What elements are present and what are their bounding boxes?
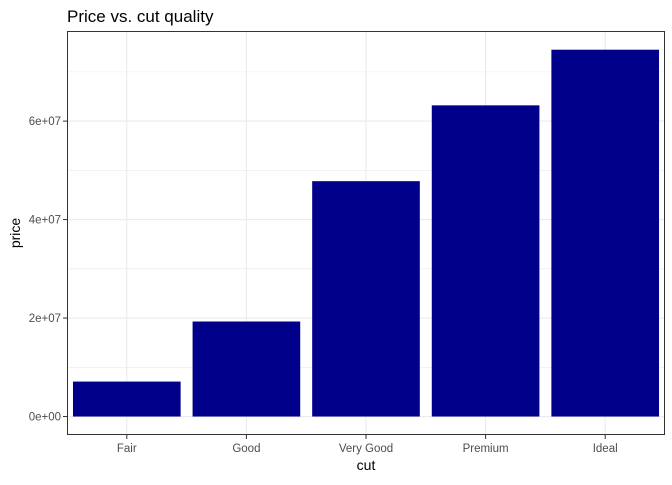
y-tick-label: 0e+00	[29, 412, 61, 424]
x-tick-label: Very Good	[339, 443, 393, 455]
y-tick-label: 4e+07	[29, 215, 61, 227]
y-tick-label: 6e+07	[29, 116, 61, 128]
x-tick-label: Premium	[463, 443, 509, 455]
chart-title: Price vs. cut quality	[67, 7, 214, 26]
bar-ideal	[551, 49, 660, 417]
bar-premium	[431, 105, 540, 417]
x-tick-label: Good	[232, 443, 260, 455]
bar-good	[192, 321, 301, 417]
y-tick-label: 2e+07	[29, 313, 61, 325]
x-axis: Fair Good Very Good Premium Ideal	[117, 435, 618, 455]
x-tick-label: Fair	[117, 443, 137, 455]
y-axis-title: price	[7, 218, 23, 249]
bar-fair	[72, 381, 181, 417]
panel-border	[67, 31, 665, 435]
y-axis: 0e+00 2e+07 4e+07 6e+07	[29, 116, 67, 424]
bars-group	[72, 49, 660, 417]
bar-very-good	[312, 181, 420, 417]
x-tick-label: Ideal	[593, 443, 618, 455]
x-axis-title: cut	[357, 457, 376, 473]
